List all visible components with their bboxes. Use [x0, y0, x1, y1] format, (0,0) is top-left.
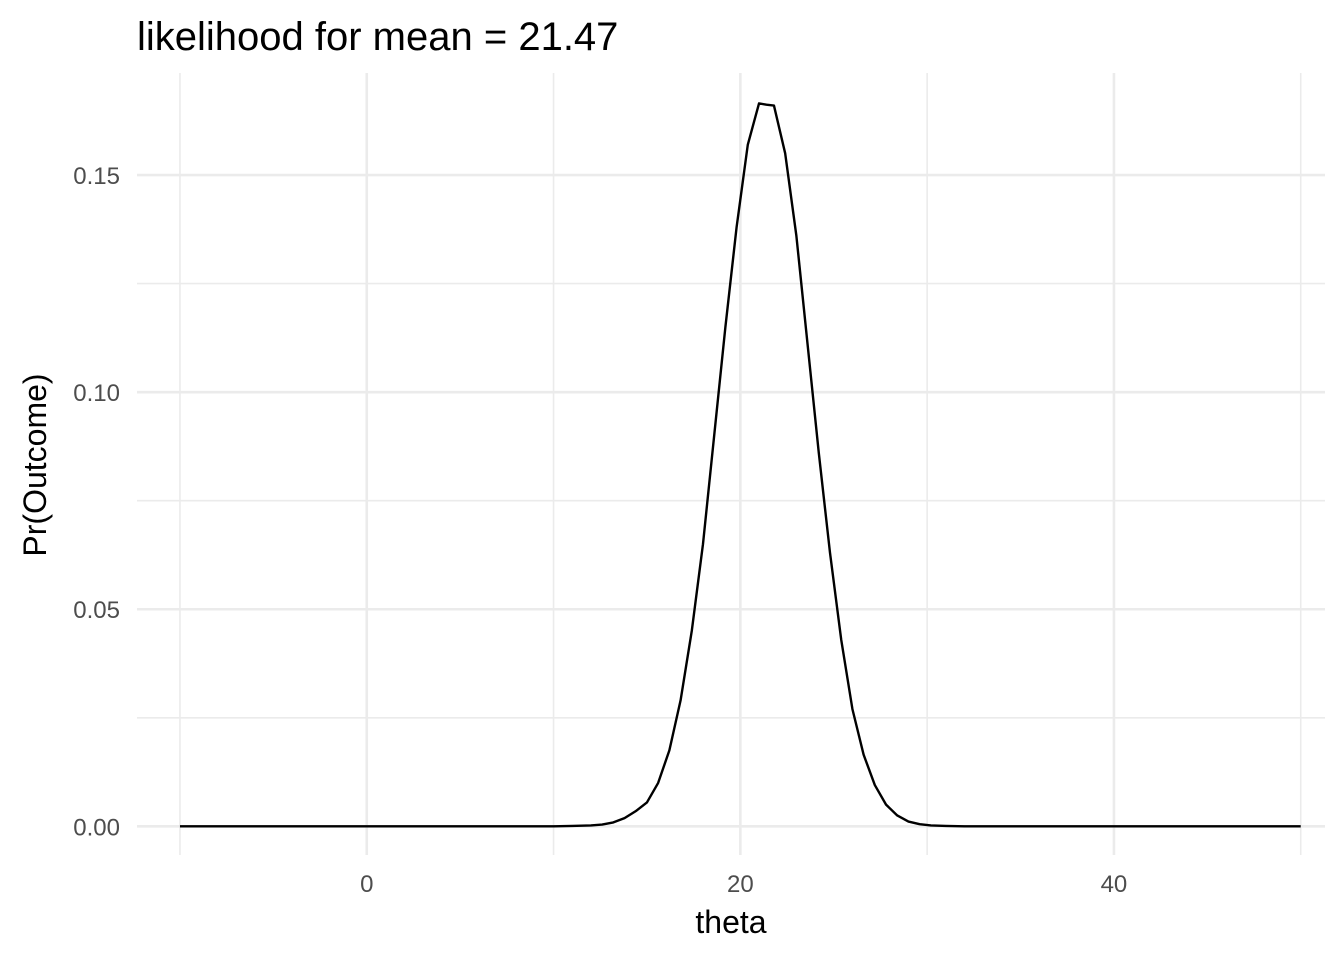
- x-tick-label: 20: [727, 871, 754, 898]
- chart-title: likelihood for mean = 21.47: [137, 15, 618, 59]
- y-tick-label: 0.10: [73, 380, 120, 407]
- major-gridlines: [137, 73, 1325, 855]
- likelihood-curve: [179, 102, 1301, 828]
- series-layer: [179, 102, 1301, 828]
- y-tick-label: 0.15: [73, 163, 120, 190]
- x-tick-label: 40: [1101, 871, 1128, 898]
- x-axis-tick-labels: 0 20 40: [360, 871, 1127, 898]
- x-axis-title: theta: [695, 904, 766, 940]
- x-tick-label: 0: [360, 871, 373, 898]
- minor-gridlines: [137, 73, 1325, 855]
- y-axis-title: Pr(Outcome): [17, 373, 53, 556]
- y-tick-label: 0.05: [73, 597, 120, 624]
- y-tick-label: 0.00: [73, 814, 120, 841]
- y-axis-tick-labels: 0.00 0.05 0.10 0.15: [73, 163, 120, 841]
